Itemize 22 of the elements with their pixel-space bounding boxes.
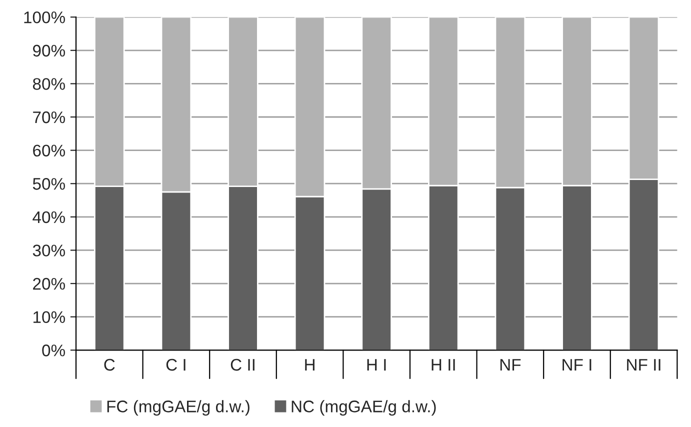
x-tick-label: C I — [166, 358, 186, 371]
y-tick-label: 90% — [33, 44, 65, 57]
x-tick-label: H I — [367, 359, 386, 371]
x-tick-label: NF II — [627, 359, 660, 371]
legend-label: NC (mgGAE/g d.w.) — [292, 400, 436, 416]
y-tick-label: 50% — [32, 178, 65, 190]
y-tick-label: 40% — [32, 211, 65, 224]
x-tick-label: C II — [230, 358, 254, 371]
y-tick-label: 80% — [32, 78, 65, 90]
x-tick-label: C — [104, 358, 115, 371]
x-tick-label: H II — [432, 359, 455, 371]
y-tick-label: 70% — [33, 111, 65, 124]
y-tick-label: 100% — [24, 11, 66, 24]
y-tick-label: 0% — [42, 344, 65, 356]
y-tick-label: 10% — [34, 311, 65, 324]
y-tick-label: 20% — [33, 278, 65, 290]
legend-label: FC (mgGAE/g d.w.) — [107, 400, 250, 416]
x-tick-label: H — [305, 359, 314, 371]
x-tick-label: NF I — [562, 359, 592, 371]
y-tick-label: 30% — [32, 244, 65, 256]
x-tick-label: NF — [500, 359, 521, 371]
y-tick-label: 60% — [33, 144, 65, 157]
